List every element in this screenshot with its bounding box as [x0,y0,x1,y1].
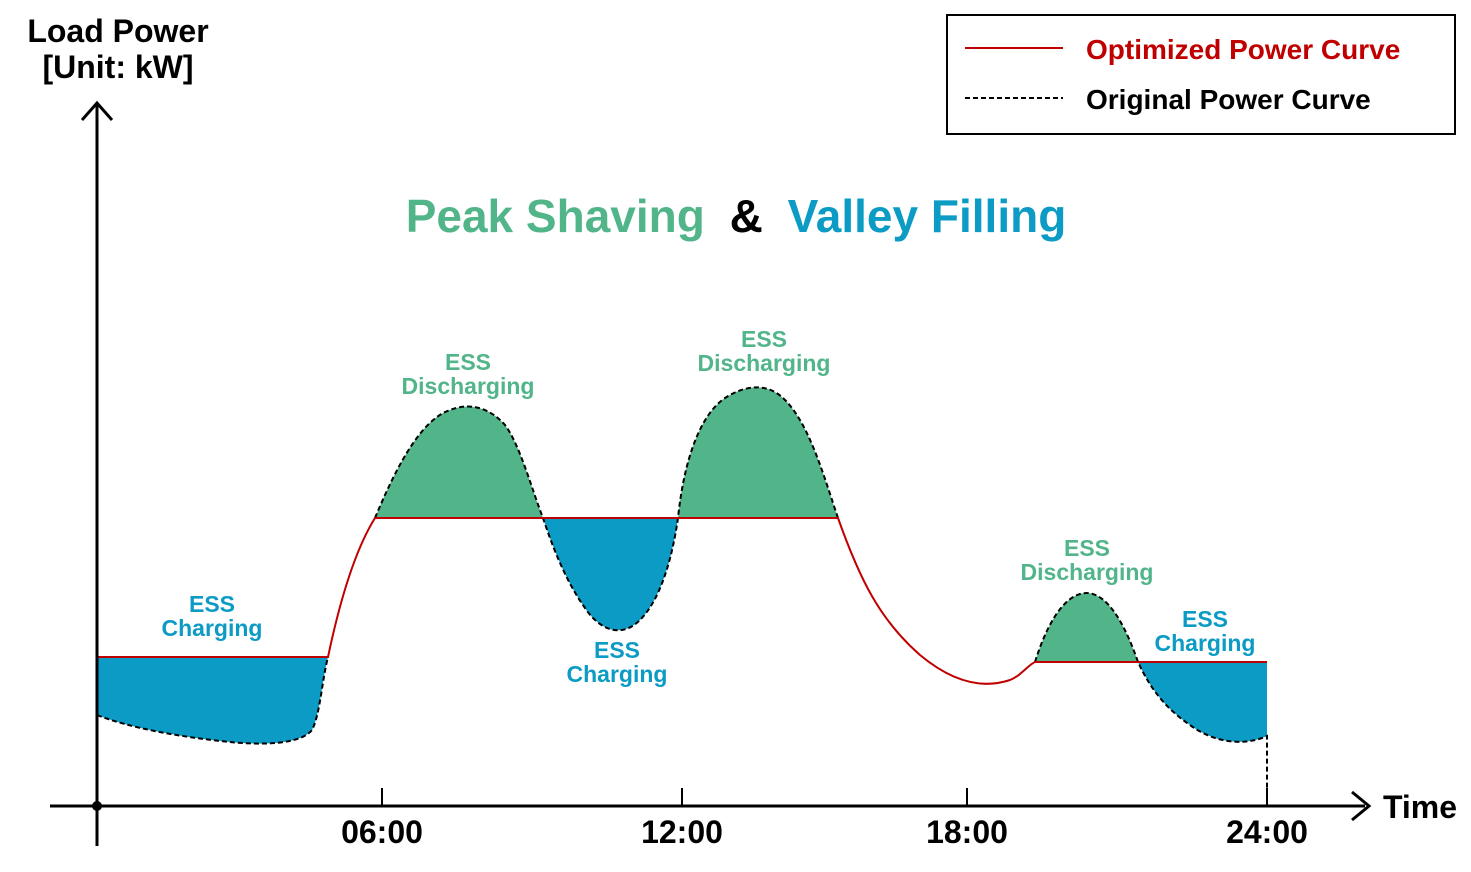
x-axis [50,788,1372,822]
y-axis-label-line1: Load Power [27,13,208,49]
charging-region-2 [543,518,678,631]
y-axis-label-line2: [Unit: kW] [42,49,193,85]
x-tick-label-24: 24:00 [1226,814,1308,850]
x-tick-label-18: 18:00 [926,814,1008,850]
annotation-discharging-2-line1: ESS [741,326,787,352]
discharging-region-3 [1035,593,1138,662]
charging-region-1 [97,657,328,744]
original-power-curve [96,386,1268,806]
charging-region-3 [1138,662,1267,742]
title-peak-shaving: Peak Shaving [406,190,705,242]
annotation-charging-2-line2: Charging [567,661,668,687]
annotation-charging-2: ESS Charging [567,637,668,687]
x-axis-arrow-icon [1351,790,1372,822]
annotation-discharging-1: ESS Discharging [402,349,535,399]
annotation-discharging-2: ESS Discharging [698,326,831,376]
discharging-region-1 [375,406,543,518]
annotation-charging-2-line1: ESS [594,637,640,663]
annotation-discharging-3: ESS Discharging [1021,535,1154,585]
y-axis [80,100,114,846]
title-ampersand: & [730,190,763,242]
legend: Optimized Power Curve Original Power Cur… [946,14,1456,135]
x-tick-label-06: 06:00 [341,814,423,850]
annotation-discharging-1-line1: ESS [445,349,491,375]
legend-original-label: Original Power Curve [1086,84,1371,115]
annotation-discharging-3-line2: Discharging [1021,559,1154,585]
legend-optimized-label: Optimized Power Curve [1086,34,1400,65]
annotation-discharging-1-line2: Discharging [402,373,535,399]
origin-dot [92,801,102,811]
title-valley-filling: Valley Filling [788,190,1067,242]
y-axis-arrow-icon [80,100,114,121]
optimized-power-curve [97,517,1267,685]
annotation-charging-3: ESS Charging [1155,606,1256,656]
discharging-region-2 [678,387,838,518]
annotation-charging-1: ESS Charging [162,591,263,641]
annotation-discharging-3-line1: ESS [1064,535,1110,561]
annotation-discharging-2-line2: Discharging [698,350,831,376]
annotation-charging-3-line2: Charging [1155,630,1256,656]
annotation-charging-1-line1: ESS [189,591,235,617]
annotation-charging-3-line1: ESS [1182,606,1228,632]
x-axis-label: Time [1383,789,1457,825]
diagram-title: Peak Shaving & Valley Filling [406,190,1067,242]
annotation-charging-1-line2: Charging [162,615,263,641]
legend-box [946,14,1456,135]
x-tick-label-12: 12:00 [641,814,723,850]
